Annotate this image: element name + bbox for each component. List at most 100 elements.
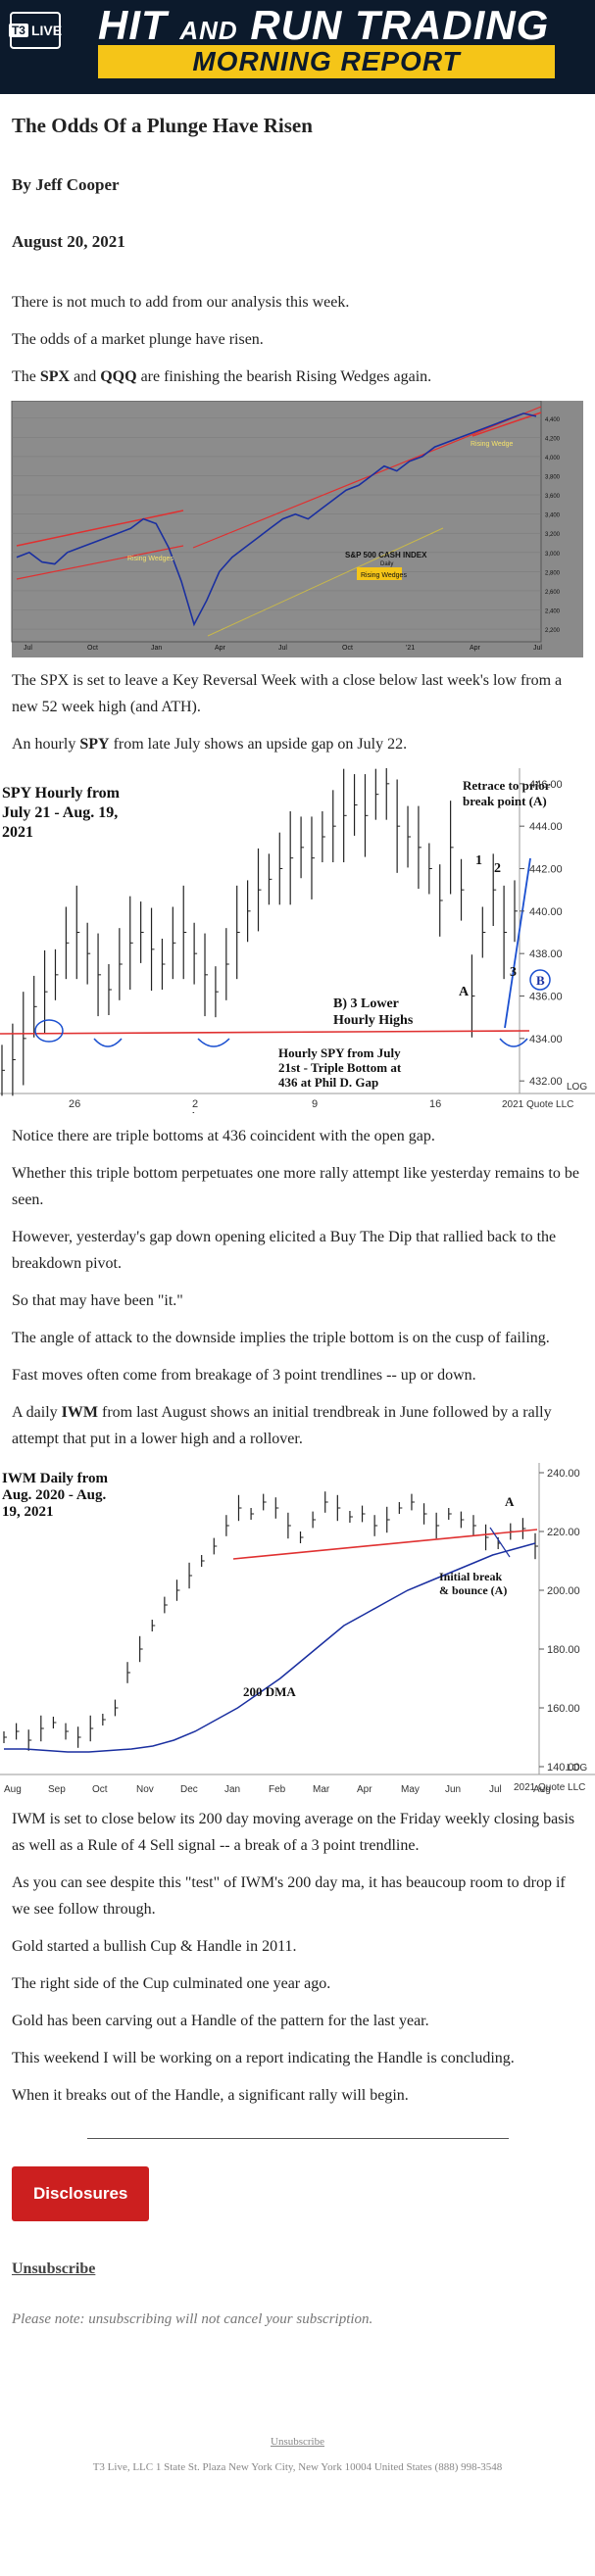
copyright-label: 2021 Quote LLC bbox=[502, 1099, 573, 1110]
annotation: Rising Wedge bbox=[471, 441, 514, 448]
trendline bbox=[16, 510, 184, 547]
paragraph: The angle of attack to the downside impl… bbox=[12, 1330, 550, 1346]
x-tick-label: Apr bbox=[215, 645, 226, 652]
paragraph: Notice there are triple bottoms at 436 c… bbox=[12, 1128, 435, 1144]
y-tick-label: 3,800 bbox=[545, 475, 561, 481]
x-tick-label: 16 bbox=[429, 1098, 441, 1110]
disclosures-button[interactable]: Disclosures bbox=[12, 2166, 150, 2221]
y-tick-label: 240.00 bbox=[547, 1468, 580, 1480]
y-tick-label: 4,000 bbox=[545, 456, 561, 462]
paragraph: So that may have been "it." bbox=[12, 1292, 183, 1309]
x-tick-label: Nov bbox=[136, 1784, 154, 1795]
paragraph: An hourly SPY from late July shows an up… bbox=[12, 736, 408, 753]
x-tick-label: Jan bbox=[151, 645, 162, 652]
y-tick-label: 432.00 bbox=[529, 1076, 563, 1088]
y-tick-label: 220.00 bbox=[547, 1527, 580, 1538]
x-tick-label: Aug bbox=[4, 1784, 22, 1795]
copyright-label: 2021 Quote LLC bbox=[514, 1782, 585, 1793]
bottom-arc bbox=[93, 1038, 123, 1047]
x-tick-label: Jul bbox=[489, 1784, 502, 1795]
chart-label: Hourly Highs bbox=[333, 1013, 414, 1028]
annotation-3: 3 bbox=[510, 965, 517, 980]
annotation-a: A bbox=[459, 985, 470, 999]
x-tick-label: Aug bbox=[533, 1784, 551, 1795]
y-tick-label: 4,200 bbox=[545, 436, 561, 442]
y-tick-label: 200.00 bbox=[547, 1585, 580, 1597]
legend-label: Rising Wedges bbox=[361, 572, 407, 579]
y-tick-label: 436.00 bbox=[529, 992, 563, 1003]
chart-label: Hourly SPY from July bbox=[278, 1045, 401, 1060]
log-label: LOG bbox=[567, 1082, 587, 1093]
chart-label: Initial break bbox=[439, 1570, 502, 1583]
spy-hourly-chart: B SPY Hourly from July 21 - Aug. 19, 202… bbox=[0, 768, 595, 1113]
paragraph: IWM is set to close below its 200 day mo… bbox=[12, 1811, 575, 1854]
annotation: Rising Wedges bbox=[127, 556, 174, 562]
article-title: The Odds Of a Plunge Have Risen bbox=[12, 114, 313, 137]
chart-label: 21st - Triple Bottom at bbox=[278, 1060, 402, 1075]
y-tick-label: 140.00 bbox=[547, 1762, 580, 1774]
annotation-a: A bbox=[505, 1494, 515, 1509]
price-bars bbox=[3, 1491, 538, 1751]
x-tick-label: Jun bbox=[445, 1784, 461, 1795]
x-tick-label: 26 bbox=[69, 1098, 80, 1110]
paragraph: However, yesterday's gap down opening el… bbox=[12, 1229, 557, 1272]
paragraph: The right side of the Cup culminated one… bbox=[12, 1975, 331, 1992]
chart-label: 436 at Phil D. Gap bbox=[278, 1075, 378, 1090]
y-tick-label: 160.00 bbox=[547, 1703, 580, 1715]
y-tick-label: 2,800 bbox=[545, 570, 561, 576]
chart-label: IWM Daily from bbox=[2, 1471, 109, 1486]
x-tick-label: Jan bbox=[224, 1784, 240, 1795]
footer-unsubscribe-link[interactable]: Unsubscribe bbox=[271, 2436, 324, 2448]
chart-label: Retrace to prior bbox=[463, 778, 551, 793]
trendline bbox=[207, 527, 444, 637]
y-tick-label: 3,600 bbox=[545, 494, 561, 500]
price-bars bbox=[1, 768, 518, 1096]
b-circle bbox=[529, 969, 551, 991]
ma-label: 200 DMA bbox=[243, 1684, 296, 1699]
support-line bbox=[0, 1030, 530, 1035]
article-body: The Odds Of a Plunge Have Risen By Jeff … bbox=[0, 114, 595, 2473]
x-tick-sub-label: Aug bbox=[190, 1111, 208, 1113]
x-tick-label: Apr bbox=[357, 1784, 372, 1795]
paragraph: Fast moves often come from breakage of 3… bbox=[12, 1367, 476, 1384]
trendline bbox=[16, 545, 184, 580]
unsubscribe-link[interactable]: Unsubscribe bbox=[12, 2260, 96, 2277]
y-tick-label: 444.00 bbox=[529, 821, 563, 833]
x-tick-label: Mar bbox=[313, 1784, 330, 1795]
y-tick-label: 446.00 bbox=[529, 779, 563, 791]
trendline bbox=[232, 1529, 538, 1560]
footer: Unsubscribe T3 Live, LLC 1 State St. Pla… bbox=[12, 2436, 583, 2473]
x-tick-label: Oct bbox=[92, 1784, 108, 1795]
y-tick-label: 3,200 bbox=[545, 532, 561, 538]
arrow-line bbox=[489, 1527, 511, 1558]
x-tick-label: Oct bbox=[342, 645, 353, 652]
spx-daily-chart: Rising Wedges Rising Wedge S&P 500 CASH … bbox=[11, 401, 583, 657]
y-tick-label: 3,000 bbox=[545, 552, 561, 558]
retrace-arrow bbox=[504, 857, 531, 1029]
paragraph: A daily IWM from last August shows an in… bbox=[12, 1404, 552, 1447]
divider bbox=[86, 2138, 509, 2139]
bottom-circle bbox=[34, 1019, 64, 1043]
paragraph: The odds of a market plunge have risen. bbox=[12, 331, 264, 348]
footer-address: T3 Live, LLC 1 State St. Plaza New York … bbox=[92, 2461, 503, 2473]
y-tick-label: 2,200 bbox=[545, 628, 561, 634]
chart-title: S&P 500 CASH INDEX bbox=[345, 551, 427, 559]
y-tick-label: 440.00 bbox=[529, 906, 563, 918]
brand-title: HIT AND RUN TRADING bbox=[98, 2, 550, 48]
paragraph: There is not much to add from our analys… bbox=[12, 294, 350, 311]
annotation-b: B bbox=[536, 973, 545, 988]
x-tick-label: Oct bbox=[87, 645, 98, 652]
ma-200-line bbox=[4, 1542, 536, 1753]
t3-live-logo[interactable]: T3 LIVE bbox=[8, 12, 62, 49]
legend-box bbox=[357, 567, 402, 580]
paragraph: When it breaks out of the Handle, a sign… bbox=[12, 2087, 409, 2104]
bottom-arc bbox=[197, 1038, 230, 1047]
annotation-2: 2 bbox=[494, 861, 501, 876]
paragraph: Gold has been carving out a Handle of th… bbox=[12, 2013, 429, 2029]
y-tick-label: 438.00 bbox=[529, 948, 563, 960]
y-tick-label: 3,400 bbox=[545, 513, 561, 519]
paragraph: Gold started a bullish Cup & Handle in 2… bbox=[12, 1938, 297, 1955]
y-tick-label: 434.00 bbox=[529, 1034, 563, 1045]
y-tick-label: 2,400 bbox=[545, 609, 561, 615]
chart-label: 19, 2021 bbox=[2, 1504, 54, 1520]
